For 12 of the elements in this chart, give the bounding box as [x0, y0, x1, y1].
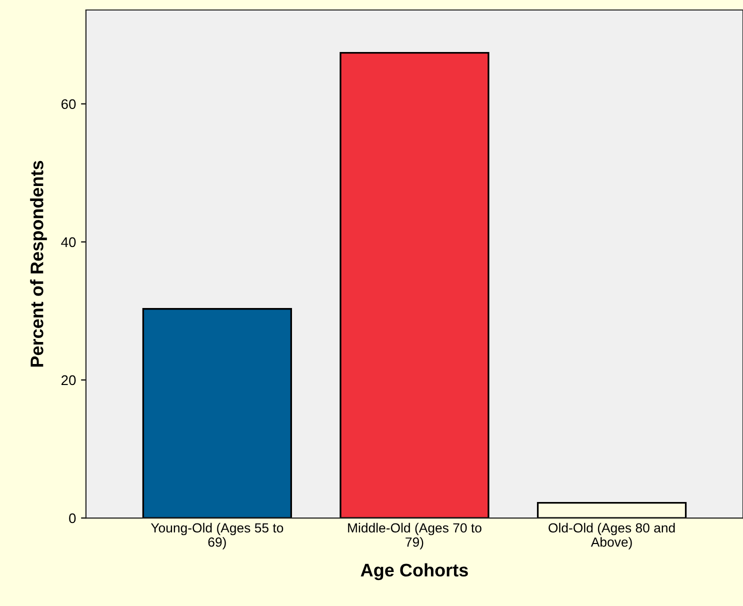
y-tick-label: 0 — [69, 513, 76, 524]
y-axis-title: Percent of Respondents — [30, 160, 47, 367]
y-tick-label: 20 — [61, 375, 76, 386]
bar — [536, 502, 687, 518]
bar — [340, 52, 490, 518]
x-tick-label: Old-Old (Ages 80 and Above) — [548, 522, 675, 550]
y-tick-label: 40 — [61, 237, 76, 248]
x-tick-label: Young-Old (Ages 55 to 69) — [150, 522, 284, 550]
x-axis-title: Age Cohorts — [360, 563, 468, 580]
y-tick-label: 60 — [62, 99, 76, 110]
bar — [142, 308, 292, 518]
x-tick-label: Middle-Old (Ages 70 to 79) — [348, 522, 482, 550]
